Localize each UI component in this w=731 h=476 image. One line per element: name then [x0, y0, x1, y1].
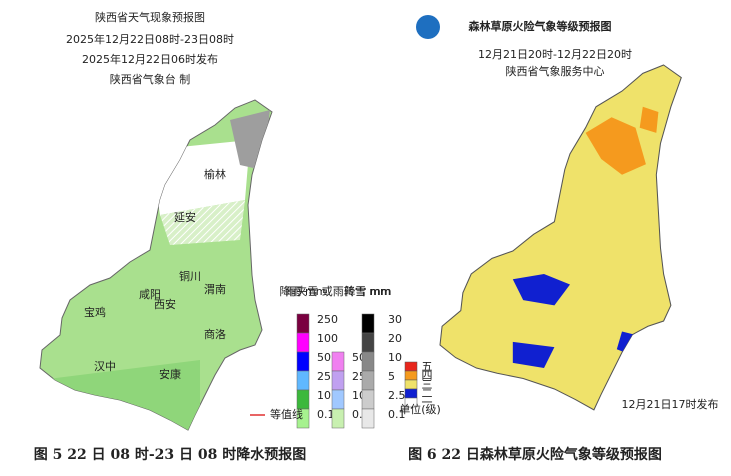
label: 陕西省天气现象预报图	[95, 10, 205, 24]
legend-label: 单位(级)	[399, 402, 441, 416]
legend-label: 2.5	[388, 389, 406, 402]
logo	[416, 15, 440, 39]
legend-swatch	[361, 313, 375, 334]
legend-label: 25	[317, 370, 331, 383]
legend-title: 雨夹雪 或雨转雪 mm	[285, 284, 390, 298]
legend-label: 5	[388, 370, 395, 383]
legend-label: 10	[388, 351, 402, 364]
legend-label: 30	[388, 313, 402, 326]
city-label: 汉中	[94, 360, 116, 373]
legend-swatch	[296, 313, 310, 334]
legend-label: 50	[317, 351, 331, 364]
legend-swatch	[361, 370, 375, 391]
legend-swatch	[404, 388, 418, 399]
legend-swatch	[296, 332, 310, 353]
city-label: 西安	[154, 297, 176, 311]
legend-label: 三	[422, 378, 433, 391]
legend-label: 0.1	[317, 408, 335, 421]
city-label: 铜川	[179, 269, 201, 283]
label: 2025年12月22日06时发布	[82, 52, 218, 66]
legend-swatch	[361, 389, 375, 410]
city-label: 咸阳	[139, 288, 161, 301]
legend-label: 0.1	[388, 408, 406, 421]
legend-label: 二	[422, 387, 433, 400]
legend-label: 250	[317, 313, 338, 326]
city-label: 商洛	[204, 327, 226, 341]
legend-swatch	[361, 408, 375, 429]
city-label: 渭南	[204, 283, 226, 296]
legend-swatch	[404, 397, 418, 408]
legend-swatch	[361, 351, 375, 372]
legend-swatch	[404, 370, 418, 381]
city-label: 延安	[174, 210, 196, 224]
label: 陕西省气象台 制	[110, 72, 191, 86]
legend-swatch	[296, 351, 310, 372]
legend-title: 降雨 mm	[280, 284, 327, 298]
issued: 12月21日17时发布	[622, 397, 719, 411]
label: 2025年12月22日08时-23日08时	[66, 32, 234, 46]
legend-swatch	[296, 408, 310, 429]
legend-label: 100	[317, 332, 338, 345]
legend-label: 10	[317, 389, 331, 402]
caption: 图 5 22 日 08 时-23 日 08 时降水预报图	[34, 446, 306, 463]
label: 陕西省气象服务中心	[506, 64, 605, 78]
title: 森林草原火险气象等级预报图	[469, 19, 612, 33]
right-map	[439, 64, 682, 411]
legend-swatch	[331, 351, 345, 372]
legend-swatch	[331, 389, 345, 410]
legend-swatch	[296, 389, 310, 410]
city-label: 榆林	[204, 167, 226, 181]
left-map	[39, 99, 273, 431]
city-label: 宝鸡	[84, 305, 106, 319]
legend-label: 20	[388, 332, 402, 345]
legend-label: 四	[422, 369, 433, 382]
legend-label: 五	[422, 360, 433, 373]
legend-swatch	[361, 332, 375, 353]
city-label: 安康	[159, 367, 181, 381]
legend-label: 等值线	[270, 407, 303, 421]
label: 12月21日20时-12月22日20时	[478, 48, 632, 61]
legend-swatch	[296, 370, 310, 391]
legend-swatch	[404, 361, 418, 372]
legend-swatch	[404, 379, 418, 390]
legend-swatch	[331, 370, 345, 391]
legend-swatch	[331, 408, 345, 429]
legend-label: 一	[422, 396, 433, 409]
caption: 图 6 22 日森林草原火险气象等级预报图	[408, 446, 662, 463]
legend-title: 降雪 mm	[345, 284, 392, 298]
